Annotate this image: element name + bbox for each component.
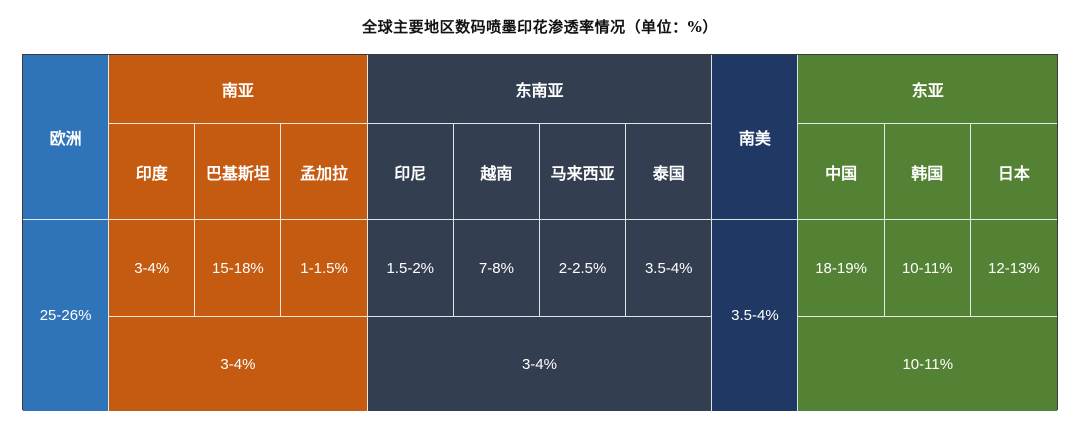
country-value-china: 18-19% — [798, 220, 885, 317]
region-header-east-asia: 东亚 — [798, 55, 1057, 124]
region-header-south-asia: 南亚 — [109, 55, 368, 124]
region-header-southeast-asia: 东南亚 — [367, 55, 713, 124]
country-value-thailand: 3.5-4% — [626, 220, 713, 317]
country-header-japan: 日本 — [970, 124, 1057, 220]
country-value-korea: 10-11% — [884, 220, 971, 317]
region-total-southeast-asia: 3-4% — [367, 317, 713, 411]
region-value-europe: 25-26% — [23, 220, 110, 411]
country-value-vietnam: 7-8% — [453, 220, 540, 317]
country-value-bangladesh: 1-1.5% — [281, 220, 368, 317]
region-value-south-america: 3.5-4% — [712, 220, 799, 411]
country-header-india: 印度 — [109, 124, 196, 220]
region-total-south-asia: 3-4% — [109, 317, 368, 411]
page-title: 全球主要地区数码喷墨印花渗透率情况（单位：%） — [362, 18, 718, 36]
country-value-pakistan: 15-18% — [195, 220, 282, 317]
country-header-korea: 韩国 — [884, 124, 971, 220]
country-header-vietnam: 越南 — [453, 124, 540, 220]
region-total-east-asia: 10-11% — [798, 317, 1057, 411]
penetration-table: 欧洲 25-26% 南亚 印度 巴基斯坦 孟加拉 3-4% 15-18% 1-1… — [22, 54, 1058, 411]
region-header-europe: 欧洲 — [23, 55, 110, 220]
country-value-japan: 12-13% — [970, 220, 1057, 317]
country-value-india: 3-4% — [109, 220, 196, 317]
country-header-indonesia: 印尼 — [367, 124, 454, 220]
country-header-bangladesh: 孟加拉 — [281, 124, 368, 220]
country-header-malaysia: 马来西亚 — [539, 124, 627, 220]
country-header-pakistan: 巴基斯坦 — [195, 124, 282, 220]
country-value-malaysia: 2-2.5% — [539, 220, 627, 317]
country-header-china: 中国 — [798, 124, 885, 220]
country-header-thailand: 泰国 — [626, 124, 713, 220]
country-value-indonesia: 1.5-2% — [367, 220, 454, 317]
region-header-south-america: 南美 — [712, 55, 799, 220]
